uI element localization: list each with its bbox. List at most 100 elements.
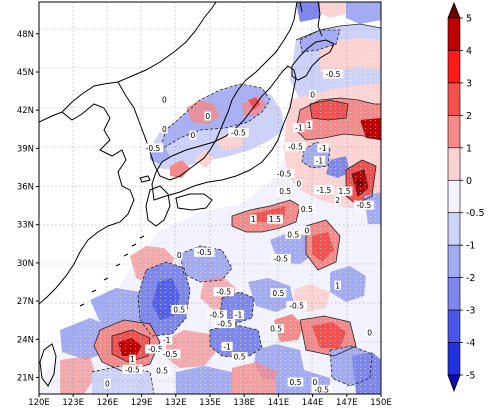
contour-label-box [309,89,316,99]
colorbar-label: -0.5 [466,208,485,219]
contour-label-box [313,185,335,195]
honshu-coastline [151,65,297,201]
contour-label: -0.5 [197,248,212,257]
contour-label-box [171,305,188,314]
contour-label: 0 [297,180,302,189]
colorbar-label: 2 [466,111,472,122]
contour-lines [91,23,381,394]
contour-label-box [295,179,303,188]
contour-label: 0 [105,379,110,388]
contour-label: -0.5 [146,144,161,153]
contour-label: -1 [319,144,327,153]
contour-label: -0.5 [231,129,246,138]
lon-tick-label: 147E [336,398,358,408]
contour-label: -0.5 [314,386,329,395]
contour-label: 0.5 [272,289,284,298]
contour-label-box [221,341,233,351]
colorbar-swatch [447,342,461,376]
contour-label-box [270,288,287,298]
contour-label-box [303,226,311,236]
lon-tick-label: 141E [268,398,290,408]
contour-label: -0.5 [273,255,288,264]
contour-label-box [277,186,294,196]
colorbar-label: -3 [466,306,475,317]
colorbar-label: 0 [466,176,472,187]
jeju-coastline [139,175,151,183]
contour-label: 0 [191,131,196,140]
contour-label-box [353,200,375,210]
contour-label: -0.5 [148,345,163,354]
colorbar-label: -4 [466,338,475,349]
contour-label-box [336,186,353,196]
contour-label: 0 [177,251,182,260]
lat-tick-label: 27N [17,297,34,307]
lat-tick-label: 33N [17,221,34,231]
contour-label: -0.5 [163,350,178,359]
contour-label-box [142,143,164,153]
colorbar-swatch [447,82,461,116]
lat-tick-label: 21N [17,373,34,383]
contour-label-box [161,335,173,345]
contour-label: 0 [367,328,372,337]
colorbar-label: -5 [466,371,475,382]
lon-tick-label: 129E [131,398,153,408]
contour-label: -0.5 [357,201,372,210]
longitude-axis: 120E 123E 126E 129E 132E 135E 138E 141E 144E 147E… [28,394,392,408]
contour-label-box [322,69,344,79]
lat-tick-label: 36N [17,183,34,193]
hokkaido-coastline [291,39,335,81]
contour-label: 1 [251,215,256,224]
lon-tick-label: 126E [97,398,119,408]
contour-label: 0.5 [270,325,282,334]
contour-label-box [313,156,326,166]
contour-label: 0.5 [287,230,299,239]
colorbar-label: 3 [466,78,472,89]
contour-label: 1 [335,281,340,290]
contour-label: 2 [335,196,340,205]
contour-label: 1.5 [269,215,281,224]
contour-label-box [273,168,295,178]
contour-label-box [287,377,304,387]
contour-label-box [122,364,143,374]
lat-tick-label: 48N [17,30,34,40]
lat-tick-label: 24N [17,335,34,345]
contour-label-box [305,120,313,130]
colorbar-max-arrow [447,1,461,19]
lon-tick-label: 132E [165,398,187,408]
contour-label: -1 [316,157,324,166]
sst-anomaly-field [39,2,381,394]
taiwan-coastline [39,343,57,387]
colorbar-label: 5 [466,14,472,25]
contour-label-box [311,385,332,395]
contour-label-box [334,195,341,205]
lat-tick-label: 30N [17,259,34,269]
contour-label-box [270,254,291,264]
contour-label-box [299,204,315,214]
contour-label-box [161,95,168,104]
contour-label-box [267,214,283,224]
colorbar-swatch [447,309,461,343]
contour-label: 0 [162,96,167,105]
contour-label: -0.5 [217,320,232,329]
contour-label-box [250,214,257,224]
contour-label: 0 [205,112,210,121]
contour-label: -1 [235,311,243,320]
contour-label-box [213,287,234,297]
contour-label: 0.5 [156,367,168,376]
colorbar-swatch [447,147,461,181]
contour-label: -1 [223,342,231,351]
contour-label: -0.5 [288,143,303,152]
lon-tick-label: 135E [199,398,221,408]
contour-label: -0.5 [289,302,304,311]
contour-label: -0.5 [326,70,341,79]
lon-tick-label: 120E [28,398,50,408]
contour-label: -1.5 [317,186,332,195]
colorbar-label: -1 [466,241,475,252]
colorbar-swatch [447,115,461,149]
contour-label: 0 [162,125,167,134]
mainland-coastline [39,103,135,305]
contour-label-box [268,324,285,334]
contour-label-box [293,123,305,132]
